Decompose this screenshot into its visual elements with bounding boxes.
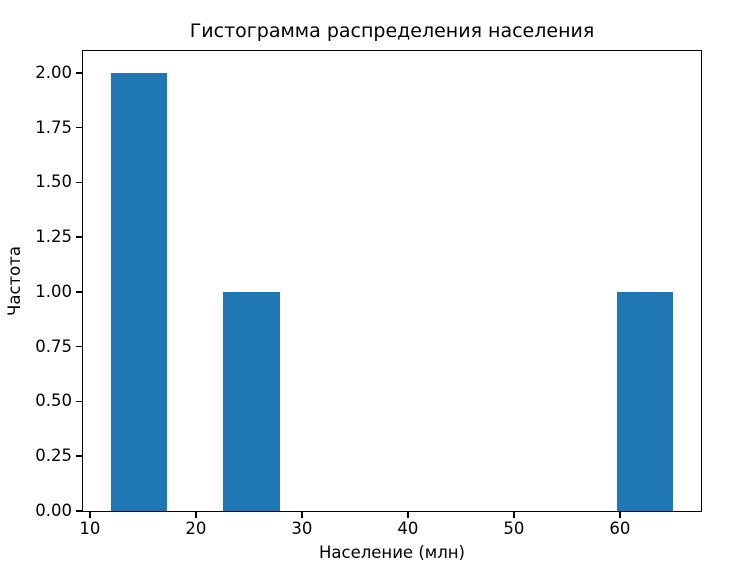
histogram-bar — [111, 72, 168, 511]
x-tick-label: 50 — [503, 519, 525, 538]
y-tick-label: 0.25 — [35, 445, 72, 465]
x-tick-mark — [89, 511, 91, 518]
y-tick-mark — [76, 291, 83, 293]
y-tick-label: 1.75 — [35, 117, 72, 137]
y-tick-label: 0.50 — [35, 391, 72, 411]
x-tick-label: 20 — [185, 519, 207, 538]
y-tick-mark — [76, 400, 83, 403]
x-tick-mark — [301, 511, 303, 518]
y-tick-label: 1.50 — [35, 172, 72, 192]
x-tick-mark — [195, 511, 197, 518]
x-tick-mark — [619, 511, 621, 518]
x-tick-mark — [407, 511, 409, 518]
y-tick-mark — [76, 510, 83, 512]
plot-area: 10 20 30 40 50 60 0.00 0.25 0.50 0.75 1.00 1.25 1.50… — [35, 50, 702, 537]
y-tick-label: 0.00 — [35, 500, 72, 520]
x-tick-label: 10 — [79, 519, 101, 538]
x-axis-label: Население (млн) — [318, 543, 465, 562]
y-tick-mark — [76, 72, 83, 74]
y-axis-label: Частота — [4, 246, 24, 316]
histogram-bar — [616, 291, 673, 511]
y-tick-mark — [76, 181, 83, 184]
y-tick-label: 1.25 — [35, 226, 72, 246]
y-tick-mark — [76, 345, 83, 348]
y-tick-mark — [76, 455, 83, 457]
y-tick-label: 1.00 — [35, 281, 72, 301]
y-tick-mark — [76, 126, 83, 129]
x-tick-mark — [513, 511, 515, 518]
histogram-bar — [223, 291, 280, 511]
x-tick-label: 40 — [397, 519, 419, 538]
y-tick-mark — [76, 236, 83, 238]
x-tick-label: 30 — [291, 519, 313, 538]
y-tick-label: 2.00 — [35, 62, 72, 82]
y-tick-label: 0.75 — [35, 336, 72, 356]
chart-title: Гистограмма распределения населения — [189, 20, 595, 42]
x-tick-label: 60 — [609, 519, 631, 538]
